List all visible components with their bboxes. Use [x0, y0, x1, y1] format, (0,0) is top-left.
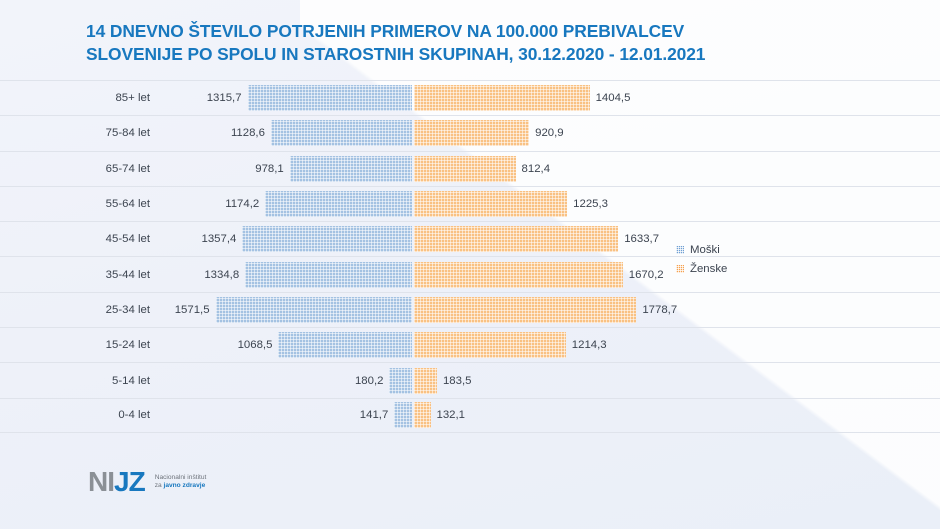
logo-jz-text: JZ — [114, 466, 146, 497]
bar-female[interactable] — [414, 367, 437, 394]
legend-item[interactable]: Moški — [676, 240, 727, 259]
bar-female[interactable] — [414, 332, 566, 359]
category-label: 55-64 let — [105, 198, 150, 211]
chart-row: 45-54 let 1357,4 1633,7 — [0, 221, 940, 256]
male-swatch-icon — [676, 245, 684, 254]
chart-row: 85+ let 1315,7 1404,5 — [0, 80, 940, 115]
value-label-female: 132,1 — [436, 409, 466, 422]
title-line-1: 14 DNEVNO ŠTEVILO POTRJENIH PRIMEROV NA … — [86, 21, 685, 41]
value-label-female: 1214,3 — [571, 339, 607, 352]
bar-male[interactable] — [389, 367, 412, 394]
bar-male[interactable] — [278, 332, 412, 359]
bar-male[interactable] — [394, 402, 412, 429]
bar-female[interactable] — [414, 155, 516, 182]
bar-female[interactable] — [414, 85, 590, 112]
value-label-male: 180,2 — [354, 374, 384, 387]
chart-row: 55-64 let 1174,2 1225,3 — [0, 185, 940, 221]
value-label-male: 1128,6 — [230, 127, 265, 140]
value-label-male: 1174,2 — [225, 198, 260, 211]
chart-row: 15-24 let 1068,5 1214,3 — [0, 327, 940, 362]
category-label: 35-44 let — [105, 268, 150, 281]
value-label-male: 1357,4 — [201, 233, 237, 246]
row-plot-area: 1128,6 920,9 — [162, 116, 664, 150]
bar-male[interactable] — [247, 85, 412, 112]
logo-wordmark: NIJZ — [88, 466, 146, 497]
category-label: 85+ let — [115, 92, 150, 105]
chart-row: 25-34 let 1571,5 1778,7 — [0, 291, 940, 327]
value-label-female: 812,4 — [521, 162, 551, 175]
logo-ni-text: NI — [88, 466, 115, 497]
bar-male[interactable] — [245, 261, 412, 288]
value-label-female: 1225,3 — [573, 198, 608, 211]
value-label-female: 1404,5 — [595, 92, 631, 105]
chart-legend: Moški Ženske — [676, 240, 727, 278]
legend-label: Moški — [690, 243, 720, 256]
category-label: 25-34 let — [105, 303, 150, 316]
category-label: 15-24 let — [105, 339, 150, 352]
bar-male[interactable] — [265, 191, 412, 218]
row-plot-area: 1315,7 1404,5 — [162, 81, 664, 115]
bar-male[interactable] — [242, 226, 412, 253]
row-plot-area: 1357,4 1633,7 — [162, 222, 664, 256]
logo-tagline-bold: javno zdravje — [163, 482, 206, 489]
value-label-male: 1571,5 — [174, 303, 210, 316]
row-plot-area: 1174,2 1225,3 — [162, 187, 664, 221]
population-pyramid-chart: 85+ let 1315,7 1404,5 75-84 let 1128,6 920,9 6… — [0, 80, 940, 440]
chart-row: 35-44 let 1334,8 1670,2 — [0, 256, 940, 291]
bar-female[interactable] — [414, 261, 623, 288]
row-plot-area: 1571,5 1778,7 — [162, 293, 677, 327]
logo-tagline: Nacionalni inštitut za javno zdravje — [155, 474, 207, 490]
value-label-male: 1334,8 — [204, 268, 240, 281]
value-label-male: 978,1 — [255, 162, 284, 175]
female-swatch-icon — [676, 264, 684, 273]
value-label-male: 141,7 — [359, 409, 389, 422]
bar-female[interactable] — [414, 191, 568, 218]
bar-male[interactable] — [215, 296, 412, 323]
legend-item[interactable]: Ženske — [676, 259, 727, 278]
category-label: 65-74 let — [105, 162, 150, 175]
logo-tagline-za: za — [154, 482, 164, 489]
bar-male[interactable] — [270, 120, 412, 147]
logo-tagline-line-2: za javno zdravje — [155, 482, 207, 490]
row-plot-area: 978,1 812,4 — [162, 152, 664, 186]
value-label-female: 1670,2 — [628, 268, 664, 281]
chart-row: 0-4 let 141,7 132,1 — [0, 397, 940, 433]
category-label: 5-14 let — [112, 374, 150, 387]
bar-female[interactable] — [414, 402, 431, 429]
row-plot-area: 141,7 132,1 — [162, 399, 664, 432]
row-plot-area: 1334,8 1670,2 — [162, 257, 664, 291]
value-label-female: 1633,7 — [624, 233, 660, 246]
row-plot-area: 1068,5 1214,3 — [162, 328, 664, 362]
value-label-female: 920,9 — [535, 127, 564, 140]
nijz-logo: NIJZ Nacionalni inštitut za javno zdravj… — [88, 468, 206, 496]
chart-row: 65-74 let 978,1 812,4 — [0, 150, 940, 186]
bar-female[interactable] — [414, 296, 637, 323]
category-label: 0-4 let — [118, 409, 150, 422]
value-label-male: 1315,7 — [206, 92, 242, 105]
bar-male[interactable] — [289, 155, 412, 182]
title-line-2: SLOVENIJE PO SPOLU IN STAROSTNIH SKUPINA… — [86, 44, 706, 64]
value-label-female: 1778,7 — [642, 303, 678, 316]
legend-label: Ženske — [690, 262, 728, 275]
chart-row: 75-84 let 1128,6 920,9 — [0, 115, 940, 150]
bar-female[interactable] — [414, 226, 619, 253]
category-label: 45-54 let — [105, 233, 150, 246]
row-plot-area: 180,2 183,5 — [162, 363, 664, 397]
category-label: 75-84 let — [105, 127, 150, 140]
chart-row: 5-14 let 180,2 183,5 — [0, 362, 940, 397]
value-label-male: 1068,5 — [237, 339, 273, 352]
value-label-female: 183,5 — [442, 374, 472, 387]
page-title: 14 DNEVNO ŠTEVILO POTRJENIH PRIMEROV NA … — [86, 20, 876, 66]
logo-tagline-line-1: Nacionalni inštitut — [154, 473, 207, 481]
bar-female[interactable] — [414, 120, 530, 147]
